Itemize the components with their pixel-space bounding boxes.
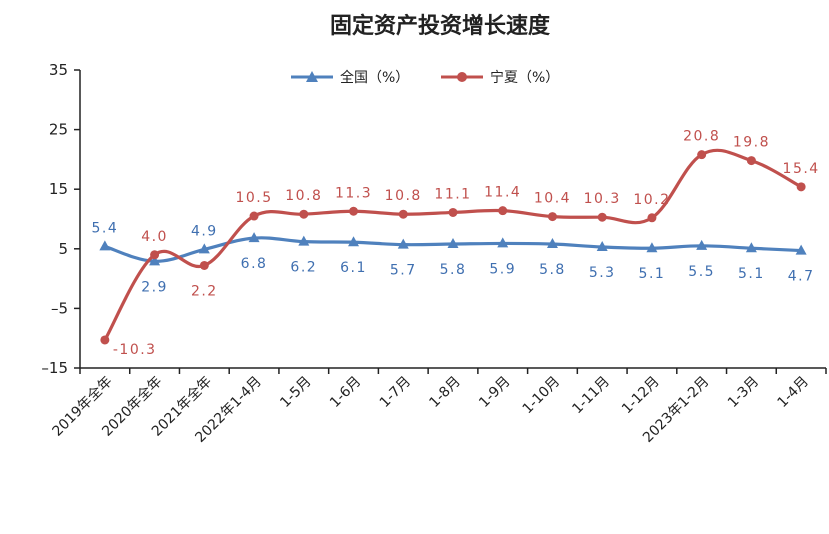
- data-label-ningxia: 10.4: [534, 191, 571, 207]
- point-national: [447, 238, 459, 249]
- y-tick-label: 5: [58, 240, 68, 258]
- point-ningxia: [547, 212, 557, 222]
- point-national: [745, 242, 757, 253]
- data-label-ningxia: 20.8: [683, 129, 720, 145]
- data-labels-layer: 5.4 2.9 4.9 6.8 6.2 6.1 5.7 5.8 5.9 5.8 5.3 5.1 5.5 5…: [91, 129, 820, 358]
- x-tick-label: 1-9月: [476, 374, 513, 411]
- data-label-national: 5.1: [738, 266, 765, 282]
- data-label-national: 5.4: [91, 220, 118, 236]
- point-national: [397, 238, 409, 249]
- x-tick-label: 1-12月: [619, 374, 663, 418]
- y-tick-label: –15: [41, 359, 68, 377]
- data-label-national: 5.8: [539, 262, 566, 278]
- point-national: [596, 241, 608, 252]
- point-ningxia: [448, 207, 458, 217]
- point-ningxia: [796, 182, 806, 192]
- point-ningxia: [150, 250, 160, 260]
- point-ningxia: [249, 211, 259, 221]
- point-national: [198, 243, 210, 254]
- chart-title: 固定资产投资增长速度: [330, 13, 551, 39]
- point-national: [696, 239, 708, 250]
- x-tick-label: 1-8月: [426, 374, 463, 411]
- data-label-national: 5.7: [390, 263, 417, 279]
- legend-marker-ningxia: [457, 72, 467, 82]
- data-label-ningxia: 10.3: [584, 191, 621, 207]
- data-label-national: 4.7: [788, 269, 815, 285]
- series-layer: [99, 148, 807, 345]
- y-tick-label: 25: [49, 121, 68, 139]
- data-label-national: 4.9: [191, 223, 218, 239]
- data-label-national: 2.9: [141, 279, 168, 295]
- data-label-ningxia: 2.2: [191, 283, 218, 299]
- point-national: [646, 242, 658, 253]
- point-national: [546, 238, 558, 249]
- data-label-national: 6.2: [290, 260, 317, 276]
- point-national: [149, 255, 161, 266]
- point-national: [298, 235, 310, 246]
- point-ningxia: [199, 260, 209, 270]
- point-ningxia: [349, 206, 359, 216]
- data-label-national: 5.9: [489, 261, 516, 277]
- data-label-ningxia: 10.2: [633, 192, 670, 208]
- data-label-ningxia: 10.8: [385, 188, 422, 204]
- data-label-ningxia: -10.3: [113, 342, 157, 358]
- point-national: [348, 236, 360, 247]
- data-label-ningxia: 4.0: [141, 229, 168, 245]
- y-tick-label: 35: [49, 61, 68, 79]
- y-tick-label: 15: [49, 180, 68, 198]
- data-label-national: 5.1: [639, 266, 666, 282]
- point-national: [248, 232, 260, 243]
- data-label-ningxia: 11.4: [484, 185, 521, 201]
- x-tick-label: 1-11月: [569, 374, 613, 418]
- x-tick-label: 1-3月: [725, 374, 762, 411]
- point-ningxia: [299, 209, 309, 219]
- x-tick-label: 1-4月: [775, 374, 812, 411]
- point-national: [99, 240, 111, 251]
- data-label-ningxia: 10.5: [235, 190, 272, 206]
- x-tick-label: 1-7月: [377, 374, 414, 411]
- x-tick-label: 1-10月: [520, 374, 564, 418]
- data-label-ningxia: 15.4: [783, 161, 820, 177]
- legend-marker-national: [306, 71, 318, 82]
- point-ningxia: [746, 156, 756, 166]
- point-ningxia: [697, 150, 707, 160]
- point-national: [795, 244, 807, 255]
- y-tick-label: –5: [51, 299, 68, 317]
- x-tick-label: 1-5月: [277, 374, 314, 411]
- legend-label-national: 全国（%）: [340, 69, 409, 86]
- data-label-national: 5.5: [688, 264, 715, 280]
- data-label-national: 5.8: [440, 262, 467, 278]
- point-ningxia: [647, 213, 657, 223]
- point-ningxia: [100, 335, 110, 345]
- data-label-ningxia: 10.8: [285, 188, 322, 204]
- data-label-national: 5.3: [589, 265, 616, 281]
- x-tick-label: 1-6月: [327, 374, 364, 411]
- legend: 全国（%） 宁夏（%）: [291, 69, 559, 86]
- point-ningxia: [498, 206, 508, 216]
- data-label-national: 6.1: [340, 260, 367, 276]
- data-label-ningxia: 19.8: [733, 135, 770, 151]
- legend-label-ningxia: 宁夏（%）: [490, 69, 559, 86]
- point-ningxia: [597, 212, 607, 222]
- data-label-ningxia: 11.3: [335, 185, 372, 201]
- point-ningxia: [398, 209, 408, 219]
- point-national: [497, 237, 509, 248]
- data-label-ningxia: 11.1: [434, 186, 471, 202]
- data-label-national: 6.8: [241, 256, 268, 272]
